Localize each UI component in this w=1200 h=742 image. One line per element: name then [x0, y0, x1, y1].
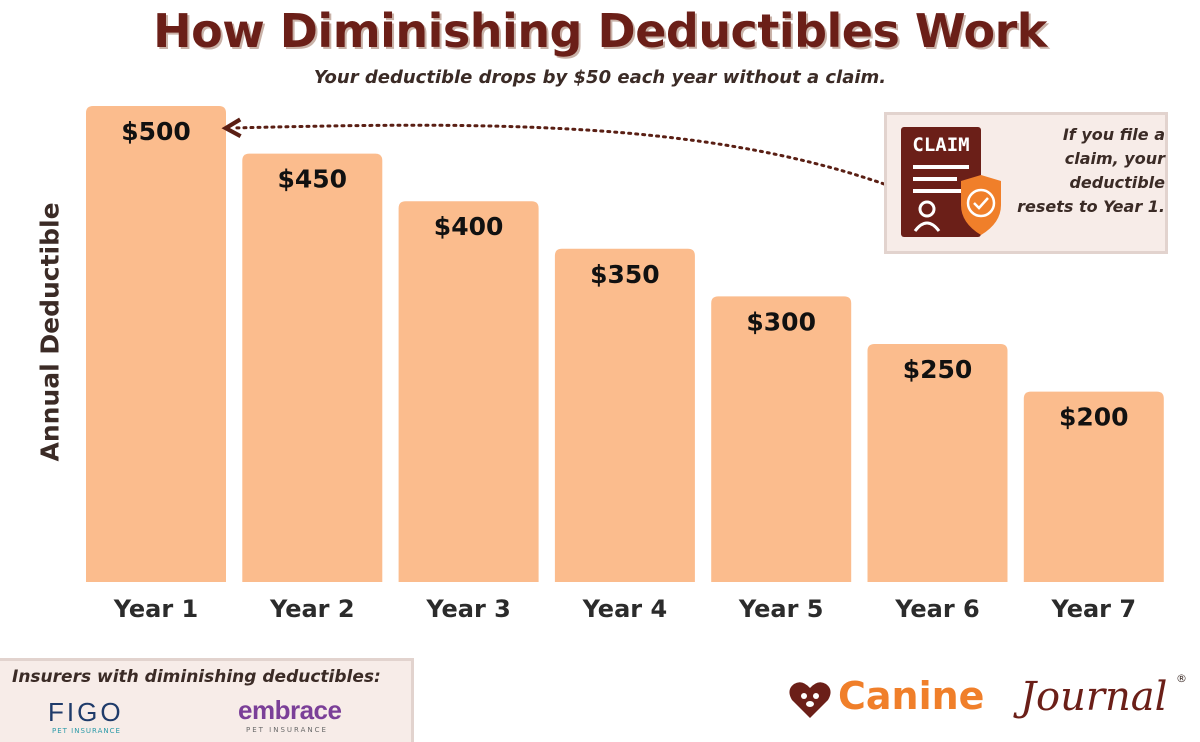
value-label: $500 [121, 117, 191, 146]
claim-line-1: If you file a [1062, 125, 1165, 144]
x-tick-label: Year 5 [738, 595, 824, 623]
claim-icon-text: CLAIM [912, 134, 969, 156]
page-title: How Diminishing Deductibles Work [153, 4, 1047, 58]
claim-line-2: claim, your [1064, 149, 1165, 168]
value-label: $250 [903, 355, 973, 384]
x-tick-label: Year 7 [1051, 595, 1137, 623]
bar-year-5 [711, 296, 852, 582]
embrace-logo-name: embrace [238, 695, 342, 725]
bar-year-3 [398, 201, 539, 582]
value-label: $300 [746, 307, 816, 336]
reset-arrow [232, 125, 886, 186]
bar-year-2 [242, 153, 383, 582]
insurers-panel: Insurers with diminishing deductibles: F… [0, 658, 414, 742]
brand-word-canine: Canine [838, 674, 985, 718]
figo-logo-name: FIGO [48, 697, 124, 727]
x-tick-label: Year 6 [894, 595, 980, 623]
embrace-logo: embrace PET INSURANCE [238, 695, 368, 737]
claim-line-4: resets to Year 1. [1017, 197, 1165, 216]
claim-document-icon: CLAIM [901, 127, 1001, 237]
value-label: $450 [278, 165, 348, 194]
claim-callout-text: If you file a claim, your deductible res… [1009, 123, 1165, 219]
value-label: $400 [434, 212, 504, 241]
brand-word-journal: Journal [1020, 674, 1168, 720]
bar-year-6 [867, 344, 1008, 582]
bar-year-1 [86, 106, 226, 582]
claim-callout: CLAIM If you file a claim, your deductib… [884, 112, 1168, 254]
x-tick-label: Year 3 [425, 595, 511, 623]
y-axis-label: Annual Deductible [35, 202, 65, 462]
page-subtitle: Your deductible drops by $50 each year w… [313, 67, 887, 88]
figo-logo: FIGO PET INSURANCE [48, 697, 168, 737]
value-label: $200 [1059, 403, 1129, 432]
x-tick-label: Year 2 [269, 595, 355, 623]
x-tick-label: Year 1 [113, 595, 199, 623]
value-label: $350 [590, 260, 660, 289]
bar-year-7 [1023, 391, 1164, 582]
embrace-logo-tagline: PET INSURANCE [246, 726, 328, 734]
canine-journal-logo: Canine Journal ® [788, 672, 1188, 726]
bar-chart: $500 Year 1 $450 Year 2 $400 Year 3 $350 Year 4… [86, 106, 1164, 623]
dog-heart-icon [789, 682, 831, 718]
figo-logo-tagline: PET INSURANCE [52, 727, 121, 735]
bar-year-4 [554, 248, 695, 583]
claim-line-3: deductible [1069, 173, 1165, 192]
x-tick-label: Year 4 [582, 595, 668, 623]
registered-mark: ® [1176, 672, 1187, 685]
insurers-title: Insurers with diminishing deductibles: [12, 667, 381, 687]
